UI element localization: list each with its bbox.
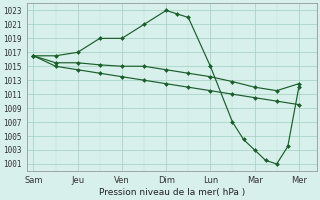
X-axis label: Pression niveau de la mer( hPa ): Pression niveau de la mer( hPa ) [99, 188, 245, 197]
